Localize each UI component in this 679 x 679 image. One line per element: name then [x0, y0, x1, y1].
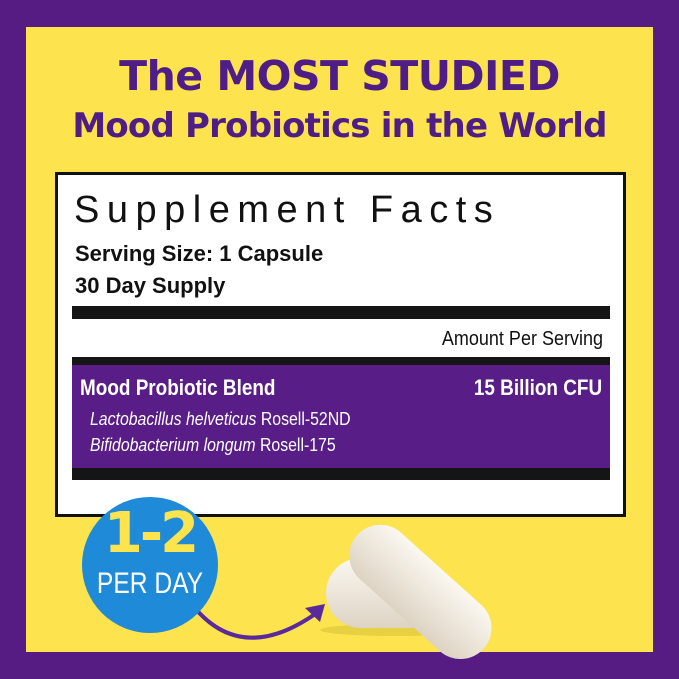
bottom-divider [72, 468, 610, 480]
arrow-icon [188, 600, 320, 640]
supplement-facts-label: Supplement Facts Serving Size: 1 Capsule… [55, 172, 626, 517]
strain-2: Bifidobacterium longum Rosell-175 [90, 435, 336, 456]
blend-name: Mood Probiotic Blend [80, 375, 276, 400]
headline-line2: Mood Probiotics in the World [72, 106, 607, 146]
blend-row: Mood Probiotic Blend 15 Billion CFU Lact… [72, 365, 610, 468]
dosage-unit: PER DAY [96, 567, 204, 600]
amount-per-serving: Amount Per Serving [441, 328, 603, 350]
strain-species: Lactobacillus helveticus [90, 409, 257, 429]
thick-divider [72, 306, 610, 319]
serving-size: Serving Size: 1 Capsule [75, 241, 324, 266]
dosage-badge: 1-2 PER DAY [82, 497, 218, 633]
arrow-head-icon [305, 604, 325, 622]
blend-amount: 15 Billion CFU [473, 375, 602, 400]
strain-id: Rosell-175 [259, 435, 336, 455]
label-title: Supplement Facts [74, 189, 501, 231]
dosage-count: 1-2 [103, 501, 199, 566]
capsule-icon [349, 524, 492, 660]
divider [72, 357, 610, 365]
supply: 30 Day Supply [75, 273, 226, 298]
strain-species: Bifidobacterium longum [90, 435, 256, 455]
headline-line1: The MOST STUDIED [119, 52, 560, 100]
strain-id: Rosell-52ND [260, 409, 351, 429]
strain-1: Lactobacillus helveticus Rosell-52ND [90, 409, 351, 430]
